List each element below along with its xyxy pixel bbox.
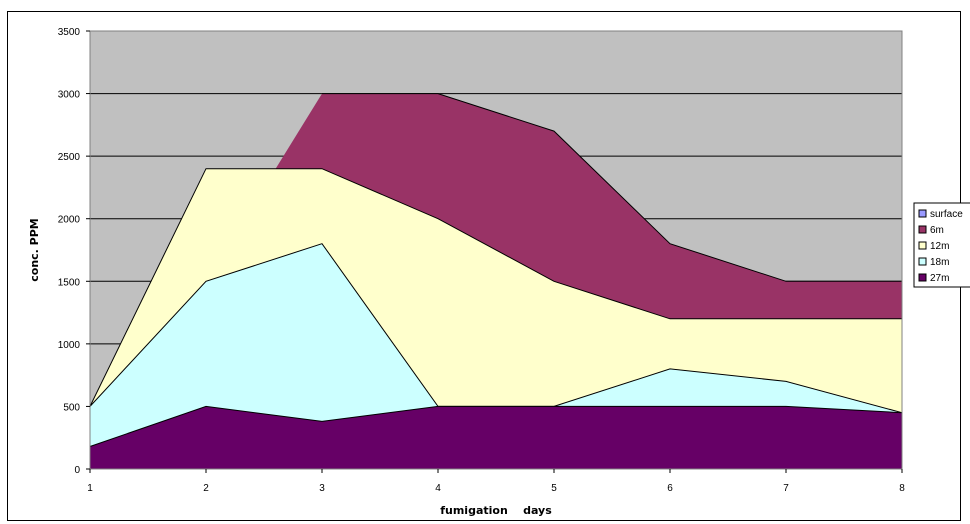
series-line-12m [89, 168, 902, 407]
x-tick-label: 6 [667, 483, 673, 494]
x-tick-label: 5 [551, 483, 557, 494]
y-tick-labels: 0 500 1000 1500 2000 2500 3000 3500 [58, 27, 90, 476]
series-line-27m [89, 405, 903, 447]
y-tick-label: 3500 [58, 27, 81, 38]
legend-label-12m: 12m [930, 241, 949, 252]
x-tick-labels: 1 2 3 4 5 6 7 8 [87, 469, 905, 494]
y-axis-title: conc. PPM [28, 218, 41, 282]
x-tick-label: 1 [87, 483, 93, 494]
plot-border [89, 30, 903, 470]
legend-swatch-18m [918, 257, 927, 266]
y-tick-label: 500 [63, 402, 80, 413]
y-tick-label: 2500 [58, 152, 81, 163]
series-line-6m [322, 93, 902, 282]
y-tick-label: 0 [74, 465, 80, 476]
legend-swatch-12m [918, 241, 927, 250]
legend-swatch-27m [918, 273, 927, 282]
legend-label-6m: 6m [930, 225, 944, 236]
y-tick-label: 1000 [58, 340, 81, 351]
x-tick-label: 8 [899, 483, 905, 494]
y-tick-label: 3000 [58, 90, 81, 101]
series-area-27m [90, 406, 902, 469]
legend-label-surface: surface [930, 209, 963, 220]
legend-label-27m: 27m [930, 273, 949, 284]
x-tick-label: 4 [435, 483, 441, 494]
legend-swatch-6m [918, 225, 927, 234]
legend-swatch-surface [918, 209, 927, 218]
y-tick-label: 1500 [58, 277, 81, 288]
x-tick-label: 7 [783, 483, 789, 494]
x-tick-label: 3 [319, 483, 325, 494]
x-tick-label: 2 [203, 483, 209, 494]
series-areas [89, 93, 903, 469]
legend-label-18m: 18m [930, 257, 949, 268]
x-axis-title: fumigation days [440, 504, 552, 517]
y-tick-label: 2000 [58, 215, 81, 226]
legend: surface 6m 12m 18m 27m [913, 202, 970, 288]
axes [89, 30, 903, 470]
